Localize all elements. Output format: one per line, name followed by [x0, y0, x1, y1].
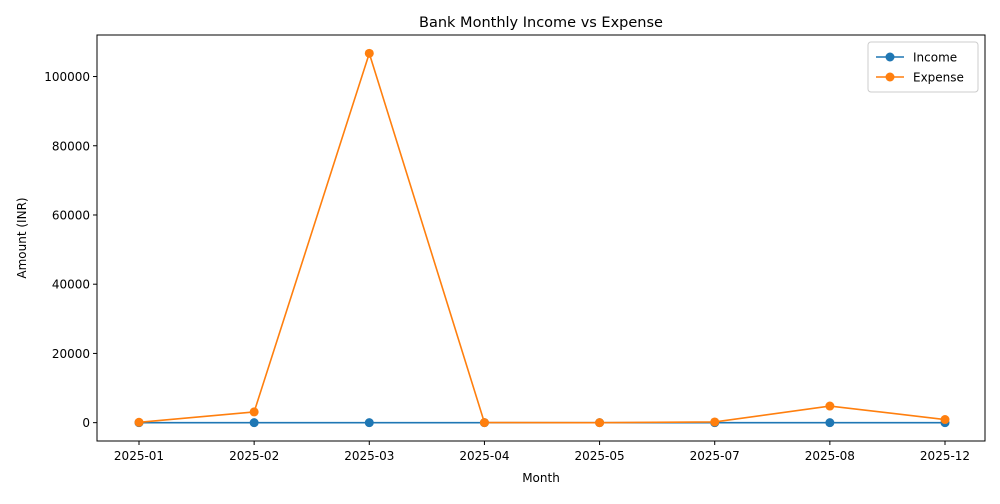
x-tick-label: 2025-02 [229, 449, 279, 463]
y-tick-label: 60000 [52, 208, 90, 222]
legend-items: Income Expense [876, 51, 964, 85]
data-point-expense [364, 48, 374, 58]
legend-swatch-marker [885, 72, 895, 82]
data-point-income [364, 418, 374, 428]
y-axis: 0 20000 40000 60000 80000 100000 [44, 70, 97, 430]
data-point-expense [134, 417, 144, 427]
legend-item-expense: Expense [876, 71, 964, 85]
legend-swatch-marker [885, 52, 895, 62]
legend-item-income: Income [876, 51, 957, 65]
y-tick-label: 40000 [52, 278, 90, 292]
chart-title: Bank Monthly Income vs Expense [419, 15, 663, 31]
series-layer [134, 48, 950, 428]
data-point-expense [940, 415, 950, 425]
plot-area-frame [96, 34, 986, 442]
x-tick-label: 2025-01 [114, 449, 164, 463]
data-point-expense [479, 418, 489, 428]
data-point-expense [249, 407, 259, 417]
legend-label: Income [913, 51, 957, 65]
series-line-expense [138, 52, 946, 424]
x-tick-label: 2025-08 [805, 449, 855, 463]
legend-box [867, 41, 979, 93]
data-point-expense [825, 401, 835, 411]
data-point-income [825, 418, 835, 428]
legend-label: Expense [913, 71, 964, 85]
x-tick-label: 2025-03 [344, 449, 394, 463]
data-point-income [249, 418, 259, 428]
x-tick-label: 2025-12 [920, 449, 970, 463]
legend: Income Expense [867, 41, 979, 93]
data-point-expense [595, 418, 605, 428]
y-tick-label: 0 [82, 416, 90, 430]
x-tick-label: 2025-07 [690, 449, 740, 463]
x-tick-label: 2025-04 [459, 449, 509, 463]
x-axis: 2025-01 2025-02 2025-03 2025-04 2025-05 2025-… [114, 441, 970, 463]
series-expense [134, 48, 950, 428]
data-point-expense [710, 417, 720, 427]
y-axis-label: Amount (INR) [15, 197, 29, 278]
y-tick-label: 80000 [52, 139, 90, 153]
x-axis-label: Month [522, 471, 560, 485]
y-tick-label: 100000 [44, 70, 90, 84]
y-tick-label: 20000 [52, 347, 90, 361]
x-tick-label: 2025-05 [575, 449, 625, 463]
